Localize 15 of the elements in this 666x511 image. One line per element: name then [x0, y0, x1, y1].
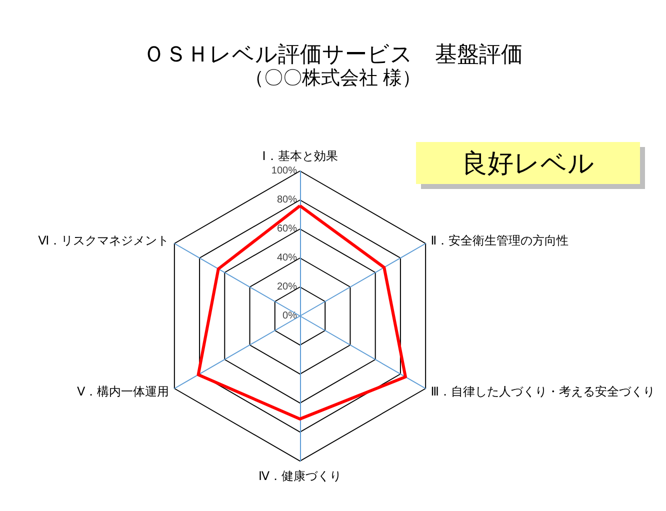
chart-subtitle: （〇〇株式会社 様）: [244, 68, 422, 89]
text: 良好レベル: [462, 148, 594, 178]
y-tick-label: 40%: [276, 252, 298, 264]
spoke-label: Ⅵ．リスクマネジメント: [38, 234, 170, 248]
y-tick-label: 20%: [276, 282, 298, 292]
y-tick-label: 60%: [276, 224, 298, 234]
spoke-label: Ⅱ．安全衛生管理の方向性: [430, 234, 569, 248]
y-tick-label: 100%: [271, 166, 298, 176]
y-tick-label: 0%: [282, 310, 298, 322]
spoke-label: Ⅴ．構内一体運用: [77, 384, 170, 398]
spoke-label: Ⅲ．自律した人づくり・考える安全づくり: [430, 384, 656, 398]
spoke-label: Ⅰ．基本と効果: [262, 149, 338, 163]
y-tick-label: 80%: [276, 194, 298, 206]
spoke-label: Ⅳ．健康づくり: [258, 469, 342, 483]
chart-title: ＯＳＨレベル評価サービス 基盤評価: [143, 42, 523, 66]
